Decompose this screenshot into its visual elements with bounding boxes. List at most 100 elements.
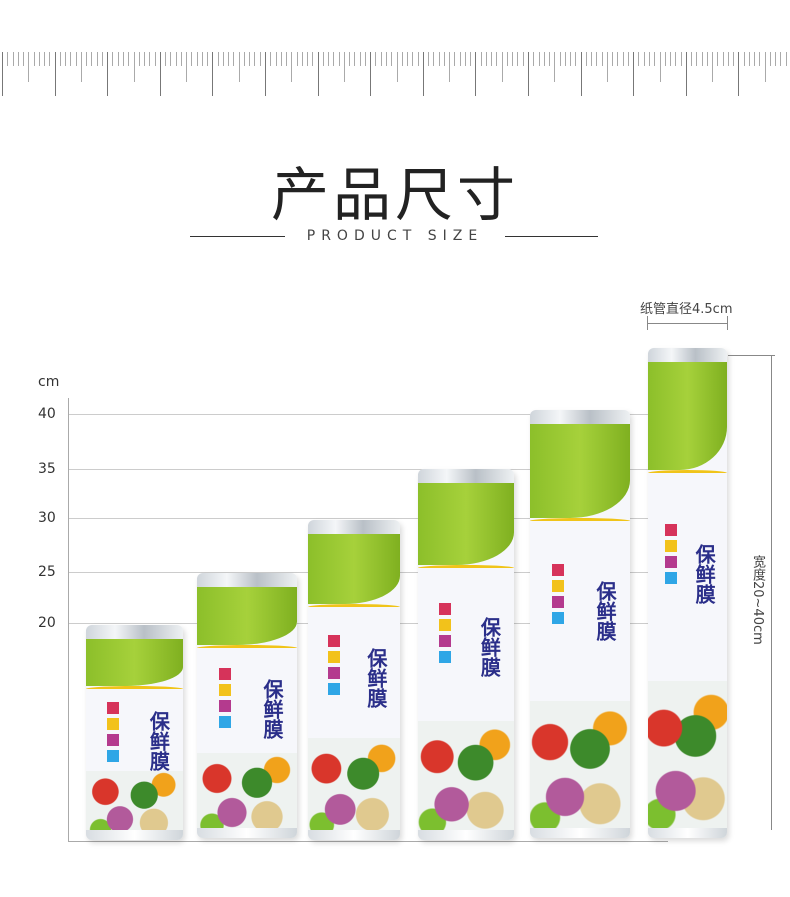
title-divider-left: [190, 236, 285, 237]
ruler-tick: [107, 52, 109, 96]
ruler-decoration: [0, 52, 790, 97]
roll-green-band: [86, 639, 183, 687]
roll-film-cap: [418, 469, 514, 483]
ruler-tick: [722, 52, 724, 66]
core-diameter-label: 纸管直径4.5cm: [640, 302, 733, 317]
ruler-tick: [186, 52, 188, 82]
product-roll: 保鲜膜: [648, 348, 727, 838]
ruler-tick: [180, 52, 182, 66]
ruler-tick: [522, 52, 524, 66]
ruler-tick: [159, 52, 161, 96]
ruler-tick: [222, 52, 224, 66]
roll-swoosh: [530, 518, 630, 524]
ruler-tick: [470, 52, 472, 66]
roll-tags: [552, 564, 564, 625]
roll-label: 保鲜膜: [593, 581, 617, 642]
ruler-tick: [438, 52, 440, 66]
ruler-tick: [354, 52, 356, 66]
ruler-tick: [228, 52, 230, 66]
ruler-tick: [17, 52, 19, 66]
ruler-tick: [612, 52, 614, 66]
ruler-tick: [664, 52, 666, 66]
gridline: [68, 469, 648, 470]
ruler-tick: [654, 52, 656, 66]
roll-swoosh: [197, 645, 297, 651]
ruler-tick: [86, 52, 88, 66]
ruler-tick: [343, 52, 345, 82]
ruler-tick: [370, 52, 372, 96]
ruler-tick: [138, 52, 140, 66]
gridline: [68, 518, 648, 519]
roll-film-bottom: [648, 828, 727, 838]
roll-swoosh: [86, 686, 183, 692]
ruler-tick: [491, 52, 493, 66]
axis-tick: 35: [38, 461, 56, 477]
ruler-tick: [633, 52, 635, 96]
ruler-tick: [627, 52, 629, 66]
ruler-tick: [322, 52, 324, 66]
ruler-tick: [101, 52, 103, 66]
ruler-tick: [249, 52, 251, 66]
ruler-tick: [128, 52, 130, 66]
roll-swoosh: [418, 564, 514, 571]
ruler-tick: [559, 52, 561, 66]
ruler-tick: [575, 52, 577, 66]
roll-tags: [219, 668, 231, 729]
roll-film-bottom: [418, 830, 514, 840]
roll-film-cap: [197, 573, 297, 587]
roll-swoosh: [648, 469, 727, 476]
ruler-tick: [449, 52, 451, 82]
roll-film-cap: [308, 520, 400, 534]
ruler-tick: [601, 52, 603, 66]
ruler-tick: [738, 52, 740, 96]
roll-tags: [328, 635, 341, 696]
ruler-tick: [44, 52, 46, 66]
ruler-tick: [380, 52, 382, 66]
ruler-tick: [496, 52, 498, 66]
roll-label: 保鲜膜: [146, 711, 171, 771]
ruler-tick: [549, 52, 551, 66]
ruler-tick: [528, 52, 529, 96]
ruler-tick: [275, 52, 277, 66]
axis-tick: 20: [38, 615, 56, 631]
y-axis-line: [68, 398, 69, 842]
ruler-tick: [359, 52, 361, 66]
ruler-tick: [65, 52, 67, 66]
ruler-tick: [280, 52, 282, 66]
roll-label: 保鲜膜: [477, 617, 502, 678]
ruler-tick: [475, 52, 477, 96]
ruler-tick: [564, 52, 566, 66]
ruler-tick: [638, 52, 640, 66]
roll-film-bottom: [530, 828, 630, 838]
roll-green-band: [308, 534, 400, 605]
ruler-tick: [706, 52, 708, 66]
ruler-tick: [696, 52, 698, 66]
ruler-tick: [701, 52, 703, 66]
ruler-tick: [464, 52, 466, 66]
width-dimension-top: [728, 355, 775, 356]
ruler-tick: [617, 52, 619, 66]
x-axis-line: [68, 841, 668, 842]
ruler-tick: [580, 52, 582, 96]
ruler-tick: [375, 52, 377, 66]
ruler-tick: [585, 52, 587, 66]
ruler-tick: [23, 52, 25, 66]
ruler-tick: [238, 52, 240, 82]
ruler-tick: [517, 52, 519, 66]
ruler-tick: [265, 52, 266, 96]
diameter-dimension-cap: [647, 316, 648, 330]
ruler-tick: [7, 52, 9, 66]
ruler-tick: [480, 52, 482, 66]
ruler-tick: [501, 52, 503, 82]
ruler-tick: [775, 52, 777, 66]
ruler-tick: [286, 52, 288, 66]
ruler-tick: [165, 52, 167, 66]
axis-tick: 30: [38, 510, 56, 526]
ruler-tick: [117, 52, 119, 66]
ruler-tick: [748, 52, 750, 66]
ruler-tick: [149, 52, 151, 66]
ruler-tick: [385, 52, 387, 66]
ruler-tick: [591, 52, 593, 66]
ruler-tick: [301, 52, 303, 66]
ruler-tick: [391, 52, 393, 66]
